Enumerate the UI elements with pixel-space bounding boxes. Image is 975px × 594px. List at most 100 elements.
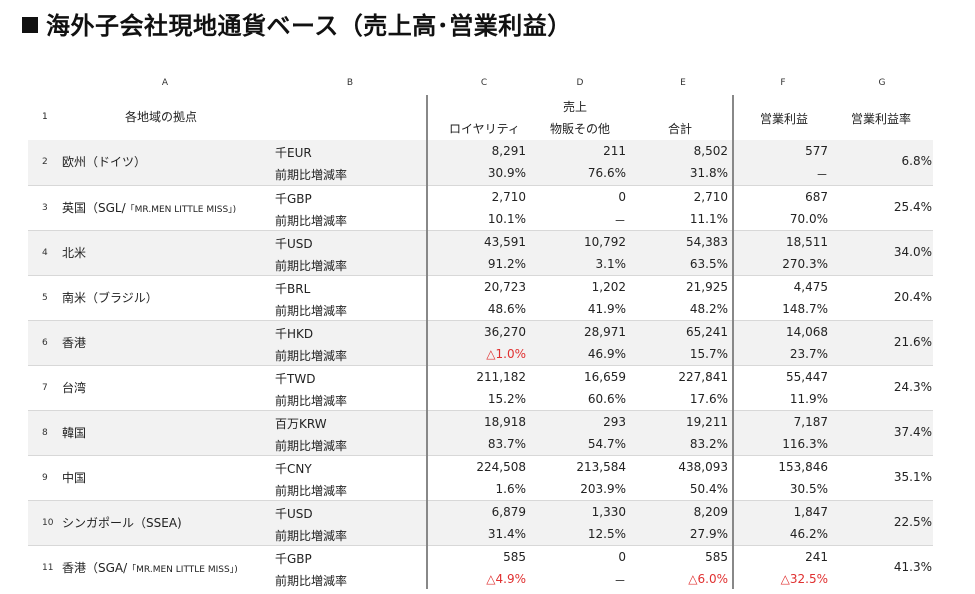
retail-value: 211 [603, 144, 626, 158]
location-label: 中国 [62, 471, 87, 485]
profit-value: 4,475 [793, 280, 828, 294]
retail-change: 3.1% [595, 257, 627, 271]
profit-value: 18,511 [786, 235, 828, 249]
location-label: シンガポール（SSEA) [62, 516, 182, 530]
profit-change: 46.2% [789, 527, 828, 541]
change-label: 前期比増減率 [275, 439, 348, 453]
row-number: 3 [42, 203, 48, 213]
royalty-value: 8,291 [491, 144, 526, 158]
column-letter-c: C [480, 78, 488, 88]
op-margin-value: 20.4% [893, 290, 932, 304]
location-sub-label: 「MR.MEN LITTLE MISS」) [125, 205, 237, 215]
table-row: 9 中国 千CNY 前期比増減率 224,508 1.6% 213,584 203.9% 438… [28, 455, 933, 501]
royalty-value: 43,591 [484, 235, 526, 249]
royalty-value: 211,182 [476, 370, 526, 384]
column-letter-e: E [680, 78, 686, 88]
location-label: 南米（ブラジル） [62, 291, 158, 305]
location-label: 欧州（ドイツ） [62, 155, 147, 169]
total-value: 2,710 [693, 190, 728, 204]
row-number: 9 [42, 473, 48, 483]
change-label: 前期比増減率 [275, 259, 348, 273]
table-row: 6 香港 千HKD 前期比増減率 36,270 △1.0% 28,971 46.9% 65,24… [28, 320, 933, 366]
location-label: 英国（SGL/ [62, 201, 126, 215]
location-name: 英国（SGL/「MR.MEN LITTLE MISS」) [62, 199, 236, 216]
row-number: 7 [42, 383, 48, 393]
location-name: 中国 [62, 469, 86, 486]
column-letter-d: D [576, 78, 584, 88]
column-letter-b: B [346, 78, 354, 88]
table-row: 2 欧州（ドイツ） 千EUR 前期比増減率 8,291 30.9% 211 76.6% 8,50… [28, 140, 933, 185]
royalty-value: 6,879 [491, 505, 526, 519]
change-label: 前期比増減率 [275, 214, 348, 228]
total-value: 21,925 [686, 280, 728, 294]
total-change: 15.7% [689, 347, 728, 361]
royalty-change: 30.9% [487, 166, 526, 180]
divider-line [426, 95, 428, 589]
retail-change: 60.6% [587, 392, 626, 406]
retail-change: 41.9% [587, 302, 626, 316]
retail-change: － [613, 214, 626, 228]
profit-value: 241 [805, 550, 828, 564]
total-value: 438,093 [678, 460, 728, 474]
profit-change: 23.7% [789, 347, 828, 361]
location-name: 台湾 [62, 379, 86, 396]
total-change: 63.5% [689, 257, 728, 271]
op-margin-value: 22.5% [893, 515, 932, 529]
location-label: 香港（SGA/ [62, 561, 128, 575]
location-header: 各地域の拠点 [125, 110, 198, 124]
table-row: 11 香港（SGA/「MR.MEN LITTLE MISS」) 千GBP 前期比増減率… [28, 545, 933, 591]
total-value: 8,502 [693, 144, 728, 158]
column-letter-f: F [780, 78, 786, 88]
profit-change: 270.3% [782, 257, 828, 271]
row-number: 1 [42, 112, 48, 122]
currency-unit: 千GBP [275, 192, 312, 206]
location-name: 南米（ブラジル） [62, 289, 158, 306]
retail-value: 10,792 [584, 235, 626, 249]
divider-line [732, 95, 734, 589]
total-value: 19,211 [686, 415, 728, 429]
op-margin-value: 25.4% [893, 200, 932, 214]
royalty-change: 1.6% [495, 482, 527, 496]
row-number: 5 [42, 293, 48, 303]
currency-unit: 千HKD [275, 327, 314, 341]
location-name: シンガポール（SSEA) [62, 514, 182, 531]
currency-unit: 千USD [275, 237, 313, 251]
row-number: 2 [42, 157, 48, 167]
table-row: 10 シンガポール（SSEA) 千USD 前期比増減率 6,879 31.4% 1,330 1… [28, 500, 933, 546]
total-value: 54,383 [686, 235, 728, 249]
profit-value: 14,068 [786, 325, 828, 339]
profit-change: 116.3% [782, 437, 828, 451]
currency-unit: 千USD [275, 507, 313, 521]
royalty-change: 91.2% [487, 257, 526, 271]
op-margin-value: 34.0% [893, 245, 932, 259]
retail-value: 16,659 [584, 370, 626, 384]
retail-change: － [613, 574, 626, 588]
profit-value: 7,187 [793, 415, 828, 429]
retail-value: 0 [618, 550, 626, 564]
currency-unit: 百万KRW [275, 417, 327, 431]
total-change: 17.6% [689, 392, 728, 406]
profit-value: 55,447 [786, 370, 828, 384]
total-change: 27.9% [689, 527, 728, 541]
total-value: 65,241 [686, 325, 728, 339]
location-label: 韓国 [62, 426, 87, 440]
currency-unit: 千EUR [275, 146, 312, 160]
location-name: 北米 [62, 244, 86, 261]
location-label: 香港 [62, 336, 87, 350]
royalty-value: 224,508 [476, 460, 526, 474]
retail-change: 76.6% [587, 166, 626, 180]
op-margin-value: 6.8% [901, 154, 933, 168]
op-margin-value: 21.6% [893, 335, 932, 349]
table-row: 5 南米（ブラジル） 千BRL 前期比増減率 20,723 48.6% 1,202 41.9%… [28, 275, 933, 321]
change-label: 前期比増減率 [275, 394, 348, 408]
currency-unit: 千TWD [275, 372, 316, 386]
change-label: 前期比増減率 [275, 529, 348, 543]
currency-unit: 千CNY [275, 462, 312, 476]
total-value: 227,841 [678, 370, 728, 384]
total-header: 合計 [668, 122, 693, 136]
change-label: 前期比増減率 [275, 574, 348, 588]
total-change: 31.8% [689, 166, 728, 180]
total-change: 50.4% [689, 482, 728, 496]
royalty-value: 585 [503, 550, 526, 564]
royalty-value: 36,270 [484, 325, 526, 339]
